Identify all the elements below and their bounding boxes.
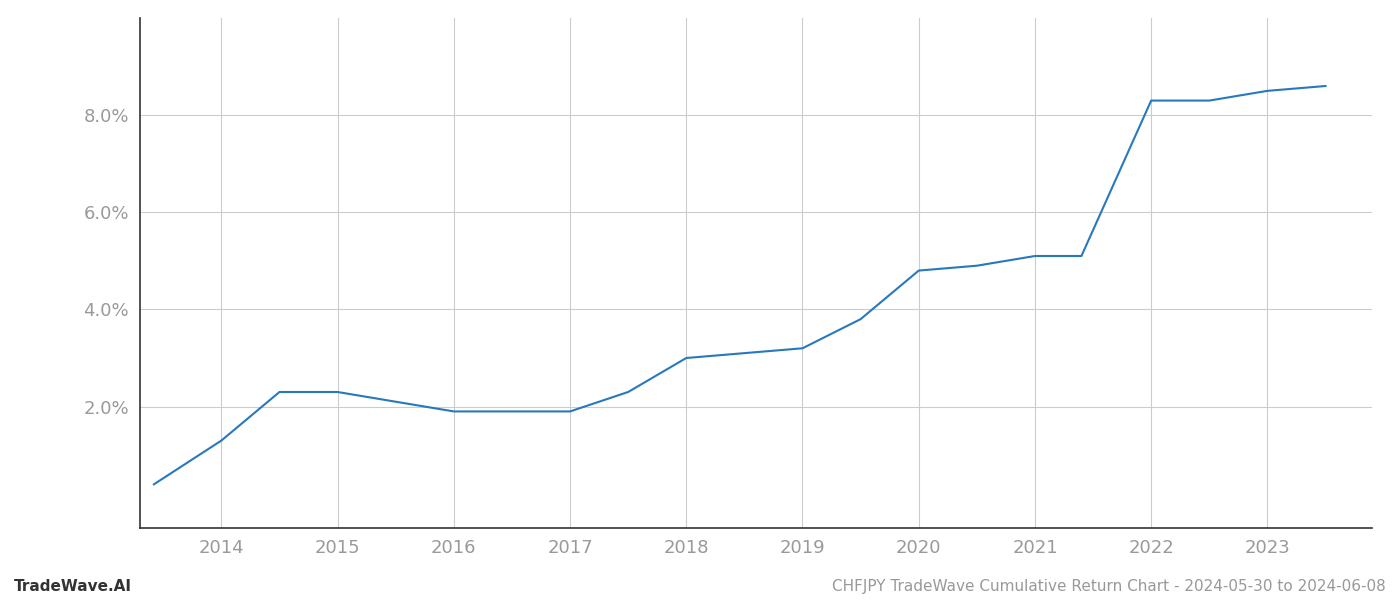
Text: TradeWave.AI: TradeWave.AI	[14, 579, 132, 594]
Text: CHFJPY TradeWave Cumulative Return Chart - 2024-05-30 to 2024-06-08: CHFJPY TradeWave Cumulative Return Chart…	[832, 579, 1386, 594]
